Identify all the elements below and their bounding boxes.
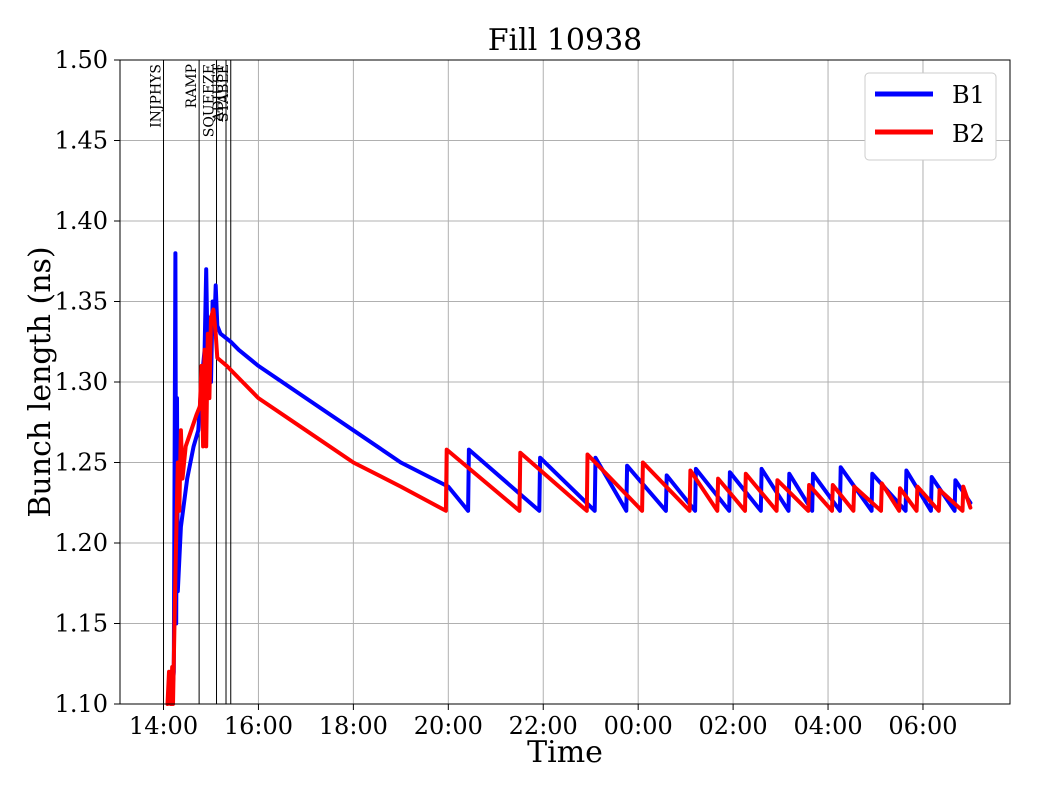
- x-tick-label: 20:00: [414, 712, 483, 740]
- x-tick-label: 04:00: [793, 712, 862, 740]
- y-axis-label: Bunch length (ns): [23, 246, 58, 517]
- phase-label: RAMP: [184, 64, 200, 108]
- y-tick-label: 1.20: [55, 529, 108, 557]
- x-tick-label: 06:00: [888, 712, 957, 740]
- x-axis-ticks: 14:00 16:00 18:00 20:00 22:00 00:00 02:00 04:00…: [129, 704, 958, 740]
- x-tick-label: 02:00: [699, 712, 768, 740]
- x-axis-label: Time: [527, 735, 603, 770]
- y-tick-label: 1.15: [55, 610, 108, 638]
- legend-label-b2: B2: [952, 120, 985, 148]
- x-tick-label: 16:00: [224, 712, 293, 740]
- series-line-b2: [165, 307, 973, 706]
- y-tick-label: 1.45: [55, 127, 108, 155]
- series-line-b1: [169, 251, 973, 706]
- phase-label: ADJUST: [211, 63, 227, 122]
- phase-label: SQUEEZE: [202, 64, 218, 137]
- x-tick-label: 18:00: [319, 712, 388, 740]
- y-tick-label: 1.10: [55, 690, 108, 718]
- phase-label: STABLE: [216, 64, 232, 122]
- x-tick-label: 00:00: [604, 712, 673, 740]
- phase-label: INJPHYS: [149, 64, 165, 128]
- y-tick-label: 1.25: [55, 449, 108, 477]
- legend-label-b1: B1: [952, 81, 985, 109]
- y-axis-ticks: 1.10 1.15 1.20 1.25 1.30 1.35 1.40 1.45 1.50: [55, 46, 120, 718]
- series-layer: [165, 251, 973, 706]
- y-tick-label: 1.50: [55, 46, 108, 74]
- y-tick-label: 1.40: [55, 207, 108, 235]
- x-tick-label: 14:00: [129, 712, 198, 740]
- legend: B1 B2: [864, 72, 997, 161]
- y-tick-label: 1.35: [55, 288, 108, 316]
- y-tick-label: 1.30: [55, 368, 108, 396]
- x-tick-label: 22:00: [509, 712, 578, 740]
- chart-title: Fill 10938: [488, 23, 643, 58]
